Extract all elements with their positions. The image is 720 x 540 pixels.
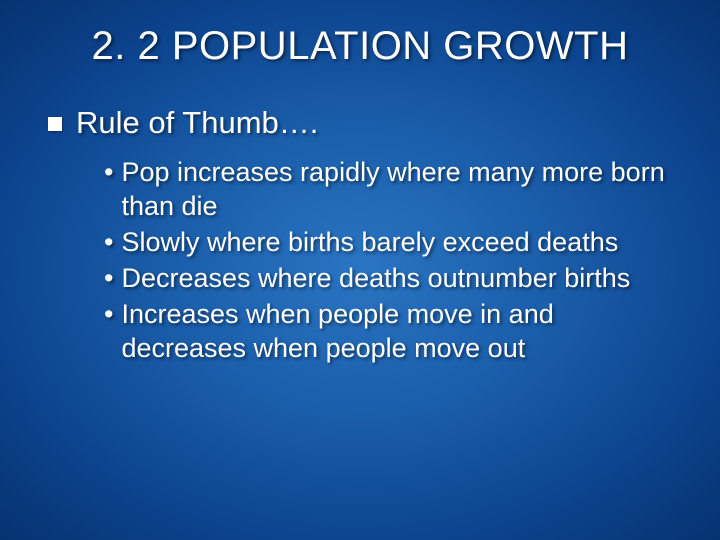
bullet-icon: •	[104, 261, 113, 295]
slide-title: 2. 2 POPULATION GROWTH	[40, 24, 680, 69]
bullet-icon: •	[104, 155, 113, 189]
heading-row: Rule of Thumb….	[48, 105, 680, 141]
square-bullet-icon	[48, 117, 62, 131]
bullet-icon: •	[104, 225, 113, 259]
bullet-text: Increases when people move in and decrea…	[121, 297, 680, 365]
bullet-text: Decreases where deaths outnumber births	[121, 261, 630, 295]
list-item: • Increases when people move in and decr…	[104, 297, 680, 365]
bullet-text: Pop increases rapidly where many more bo…	[121, 155, 680, 223]
slide: 2. 2 POPULATION GROWTH Rule of Thumb…. •…	[0, 0, 720, 540]
list-item: • Decreases where deaths outnumber birth…	[104, 261, 680, 295]
list-item: • Pop increases rapidly where many more …	[104, 155, 680, 223]
heading-text: Rule of Thumb….	[76, 105, 318, 141]
list-item: • Slowly where births barely exceed deat…	[104, 225, 680, 259]
bullet-icon: •	[104, 297, 113, 331]
bullet-list: • Pop increases rapidly where many more …	[104, 155, 680, 365]
bullet-text: Slowly where births barely exceed deaths	[121, 225, 618, 259]
